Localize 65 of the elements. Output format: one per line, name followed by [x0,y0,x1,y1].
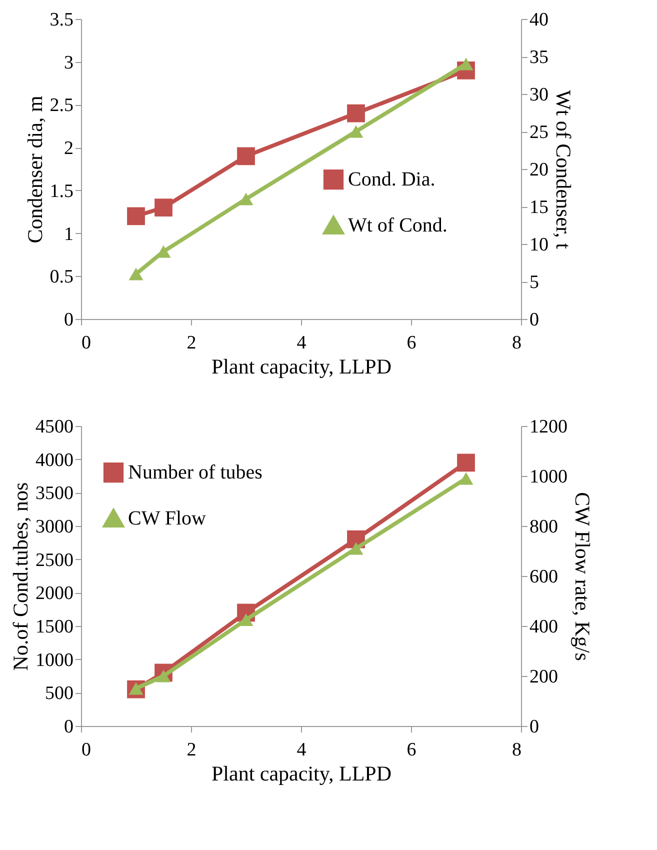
y-tick-label: 3 [64,52,74,74]
x-axis-title: Plant capacity, LLPD [211,762,392,786]
y2-axis-title: CW Flow rate, Kg/s [570,492,594,661]
y-tick-label: 2.5 [50,95,74,116]
y-axis-title: No.of Cond.tubes, nos [8,482,32,671]
y2-tick-label: 800 [530,516,558,538]
point [127,207,145,226]
y2-tick-label: 400 [530,616,558,638]
x-tick-label: 8 [512,740,522,760]
y2-tick-label: 200 [530,666,558,688]
y-tick-label: 1 [64,224,74,245]
point [348,542,364,555]
y2-tick-label: 40 [530,10,548,30]
y2-tick-label: 0 [530,716,539,738]
y-tick-label: 0 [64,310,74,330]
x-tick-label: 4 [296,740,307,760]
y2-tick-label: 15 [530,197,548,218]
y-tick-label: 3500 [36,483,74,504]
point [458,472,474,485]
y-tick-label: 2000 [36,583,74,604]
legend-label: Cond. Dia. [348,168,436,190]
x-tick-label: 0 [82,740,91,760]
x-tick-label: 0 [82,332,91,354]
y-tick-label: 4000 [36,450,74,471]
y2-axis-title: Wt of Condenser, t [552,90,576,250]
y2-tick-label: 30 [530,84,548,106]
point [457,454,475,472]
y-axis-title: Condenser dia, m [22,96,47,244]
point [238,192,254,206]
y2-tick-label: 35 [530,47,548,68]
y-tick-label: 3000 [36,516,74,538]
point [348,125,364,138]
legend-label: CW Flow [128,508,207,530]
legend-label: Wt of Cond. [348,214,448,236]
x-tick-label: 2 [186,740,196,760]
y-tick-label: 4500 [36,416,74,438]
y-tick-label: 2500 [36,550,74,571]
point [128,268,144,280]
y2-tick-label: 20 [530,160,548,180]
y2-tick-label: 0 [530,310,539,330]
x-axis-title: Plant capacity, LLPD [211,354,392,378]
y2-tick-label: 5 [530,272,539,293]
point [458,58,474,70]
y-tick-label: 0 [64,716,74,738]
point [237,147,255,166]
y-tick-label: 3.5 [50,10,74,30]
y2-tick-label: 600 [530,566,558,588]
point [347,104,365,122]
y2-tick-label: 1000 [530,466,568,488]
x-tick-label: 2 [186,332,196,354]
x-tick-label: 6 [406,332,416,354]
y2-tick-label: 10 [530,234,548,256]
y2-tick-label: 25 [530,122,548,143]
x-tick-label: 6 [406,740,416,760]
y-tick-label: 1500 [36,616,74,638]
y-tick-label: 500 [45,683,74,704]
y-tick-label: 1000 [36,650,74,671]
y2-tick-label: 1200 [530,416,568,438]
y-tick-label: 2 [64,138,74,160]
y-tick-label: 0.5 [50,266,74,288]
point [154,198,172,217]
x-tick-label: 4 [296,332,307,354]
legend-label: Number of tubes [128,462,263,484]
x-tick-label: 8 [512,332,522,354]
y-tick-label: 1.5 [50,180,74,202]
